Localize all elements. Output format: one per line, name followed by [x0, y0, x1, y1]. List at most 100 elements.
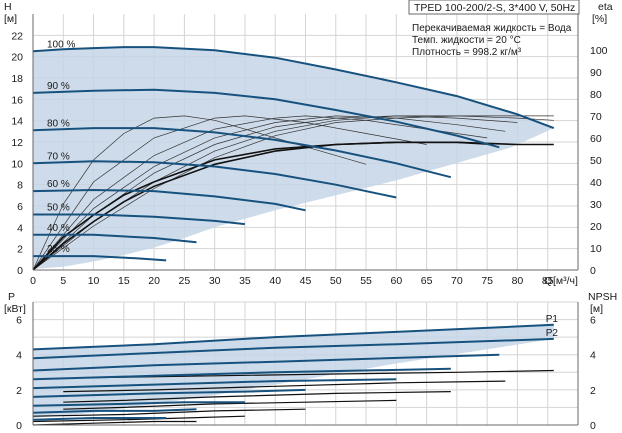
info-line-2: Темп. жидкости = 20 °C — [412, 35, 521, 46]
npsh-tick-label: 4 — [590, 350, 596, 362]
y-tick-label: 8 — [17, 180, 23, 192]
head-operating-region — [33, 47, 554, 269]
p-tick-label: 2 — [16, 385, 22, 397]
x-tick-label: 10 — [88, 275, 100, 287]
head-curve — [32, 88, 500, 149]
efficiency-curve — [32, 115, 554, 271]
head-curve — [32, 127, 452, 179]
efficiency-curve-bold — [32, 141, 494, 271]
y-axis-title: H — [4, 1, 12, 13]
npsh-tick-label: 0 — [590, 420, 596, 432]
npsh-curve — [32, 408, 306, 417]
speed-label: 40 % — [47, 223, 70, 234]
x-tick-label: 30 — [209, 275, 221, 287]
head-efficiency-plot: 0246810121416182022010203040506070809010… — [4, 1, 613, 287]
power-curves — [32, 323, 554, 421]
npsh-tick-label: 6 — [590, 315, 596, 327]
x-tick-label: 45 — [300, 275, 312, 287]
x-tick-label: 85 — [542, 275, 554, 287]
eta-tick-label: 100 — [590, 45, 608, 57]
head-curve — [33, 255, 167, 262]
eta-tick-label: 80 — [590, 89, 602, 101]
efficiency-curves — [32, 115, 554, 271]
info-line-3: Плотность = 998.2 кг/м³ — [412, 47, 522, 58]
eta-tick-label: 90 — [590, 67, 602, 79]
head-curve — [33, 213, 246, 226]
efficiency-curve — [32, 115, 488, 271]
eta-tick-label: 60 — [590, 133, 602, 145]
x-axis-unit: [м³/ч] — [553, 275, 578, 287]
head-curve — [32, 46, 555, 130]
eta-tick-label: 20 — [590, 221, 602, 233]
x-tick-label: 15 — [118, 275, 130, 287]
info-title: TPED 100-200/2-S, 3*400 V, 50Hz — [414, 2, 575, 14]
y-tick-label: 2 — [17, 244, 23, 256]
npsh-curve — [63, 391, 451, 403]
speed-label: 100 % — [47, 39, 75, 50]
y-tick-label: 6 — [17, 201, 23, 213]
x-tick-label: 0 — [30, 275, 36, 287]
head-curves — [32, 46, 555, 262]
p-tick-label: 4 — [16, 350, 22, 362]
x-tick-label: 5 — [60, 275, 66, 287]
x-tick-label: 40 — [269, 275, 281, 287]
head-curve — [32, 160, 397, 199]
speed-label: 80 % — [47, 118, 70, 129]
power-curve — [32, 408, 197, 414]
power-curve — [32, 323, 554, 351]
head-curve — [32, 188, 306, 212]
eta-axis-title: eta — [598, 1, 613, 13]
x-tick-label: 50 — [330, 275, 342, 287]
x-tick-label: 35 — [239, 275, 251, 287]
y-tick-label: 10 — [11, 158, 23, 170]
power-curve — [32, 367, 451, 381]
y-tick-label: 16 — [11, 94, 23, 106]
p-axis-title: P — [8, 291, 15, 303]
speed-label: 25 % — [47, 244, 70, 255]
speed-label: 70 % — [47, 151, 70, 162]
power-curve — [32, 417, 167, 421]
npsh-curve — [63, 399, 397, 410]
x-axis-title: Q — [544, 275, 552, 287]
eta-tick-label: 0 — [590, 265, 596, 277]
head-axes: 0246810121416182022010203040506070809010… — [4, 1, 613, 287]
efficiency-curve — [32, 115, 506, 271]
efficiency-curve — [32, 115, 367, 271]
npsh-curve — [32, 420, 197, 426]
eta-axis-unit: [%] — [592, 13, 607, 25]
info-title-frame — [408, 0, 580, 15]
power-curve — [32, 388, 306, 398]
eta-tick-label: 40 — [590, 177, 602, 189]
x-tick-label: 55 — [360, 275, 372, 287]
speed-label: 90 % — [47, 81, 70, 92]
head-curve — [33, 233, 197, 244]
power-curve-label: P1 — [546, 314, 559, 325]
x-tick-label: 20 — [148, 275, 160, 287]
power-curve — [32, 353, 500, 372]
y-tick-label: 0 — [17, 265, 23, 277]
y-tick-label: 4 — [17, 222, 23, 234]
npsh-curve — [93, 369, 554, 379]
p-tick-label: 0 — [16, 420, 22, 432]
p-axis-unit: [кВт] — [4, 303, 26, 315]
efficiency-curve — [32, 115, 427, 271]
x-tick-label: 70 — [451, 275, 463, 287]
npsh-tick-label: 2 — [590, 385, 596, 397]
power-curve — [32, 401, 245, 407]
y-tick-label: 14 — [11, 116, 23, 128]
power-curve — [32, 378, 397, 390]
info-box: TPED 100-200/2-S, 3*400 V, 50Hz Перекачи… — [408, 0, 580, 58]
speed-labels: 100 % 90 % 80 % 70 % 60 % 50 % 40 % 25 % — [47, 39, 75, 255]
y-tick-label: 22 — [11, 30, 23, 42]
x-tick-label: 25 — [179, 275, 191, 287]
y-axis-unit: [м] — [4, 13, 17, 25]
npsh-axis-title: NPSH — [588, 291, 617, 303]
npsh-axis-unit: [м] — [590, 303, 603, 315]
power-curve-label: P2 — [546, 328, 559, 339]
eta-tick-label: 50 — [590, 155, 602, 167]
speed-label: 50 % — [47, 203, 70, 214]
info-line-1: Перекачиваемая жидкость = Вода — [412, 23, 572, 34]
y-tick-label: 12 — [11, 137, 23, 149]
